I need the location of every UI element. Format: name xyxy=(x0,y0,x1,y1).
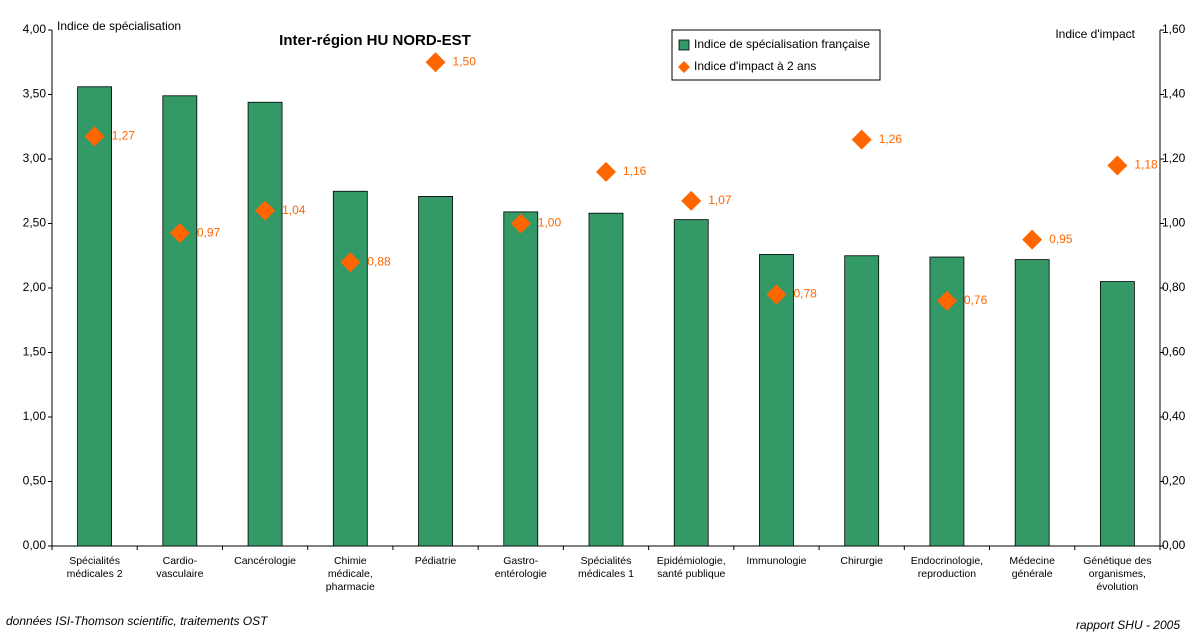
bar xyxy=(77,86,113,547)
diamond-marker xyxy=(1107,155,1128,176)
bar xyxy=(844,255,880,547)
data-label: 1,07 xyxy=(708,193,732,207)
y-tick-label: 2,00 xyxy=(23,280,47,294)
bar xyxy=(332,190,368,547)
x-tick-label: Spécialités médicales 1 xyxy=(577,555,635,580)
diamond-marker xyxy=(169,223,190,244)
data-label: 1,26 xyxy=(879,132,903,146)
diamond-marker xyxy=(596,161,616,182)
y-tick-label: 3,50 xyxy=(23,87,47,101)
diamond-marker xyxy=(425,52,446,73)
y-axis-label: Indice de spécialisation xyxy=(57,19,181,33)
y-tick-label: 3,00 xyxy=(23,151,47,165)
legend-label: Indice de spécialisation française xyxy=(694,37,870,51)
y2-tick-label: 1,60 xyxy=(1162,22,1185,36)
y2-tick-label: 0,60 xyxy=(1162,345,1185,359)
bar xyxy=(162,95,198,547)
bar xyxy=(1099,281,1135,547)
y2-tick-label: 0,80 xyxy=(1162,280,1185,294)
y2-tick-label: 0,00 xyxy=(1162,538,1185,552)
data-label: 0,76 xyxy=(964,293,988,307)
x-tick-label: Chimie médicale, pharmacie xyxy=(325,555,375,593)
bar xyxy=(418,196,453,547)
data-label: 0,95 xyxy=(1049,232,1073,246)
data-label: 1,00 xyxy=(538,216,562,230)
data-label: 1,16 xyxy=(623,164,647,178)
y2-tick-label: 1,20 xyxy=(1162,151,1185,165)
diamond-marker xyxy=(255,200,276,221)
legend-swatch xyxy=(678,61,690,73)
y-tick-label: 2,50 xyxy=(23,216,47,230)
x-tick-label: Cardio- vasculaire xyxy=(156,555,204,580)
x-tick-label: Gastro- entérologie xyxy=(494,555,547,580)
data-label: 1,50 xyxy=(453,54,477,68)
chart-title: Inter-région HU NORD-EST xyxy=(279,32,471,49)
diamond-marker xyxy=(1022,229,1043,250)
x-tick-label: Chirurgie xyxy=(840,555,883,567)
y2-axis-label: Indice d'impact xyxy=(1055,27,1135,41)
legend-label: Indice d'impact à 2 ans xyxy=(694,59,816,73)
x-tick-label: Cancérologie xyxy=(234,555,296,567)
diamond-marker xyxy=(510,213,531,234)
x-tick-label: Génétique des organismes, évolution xyxy=(1083,555,1152,593)
y2-tick-label: 0,20 xyxy=(1162,474,1185,488)
y-tick-label: 4,00 xyxy=(23,22,47,36)
y-tick-label: 1,50 xyxy=(23,345,47,359)
bar xyxy=(673,219,709,547)
y-tick-label: 0,50 xyxy=(23,474,47,488)
diamond-marker xyxy=(766,284,787,305)
x-tick-label: Epidémiologie, santé publique xyxy=(656,555,726,580)
y2-tick-label: 0,40 xyxy=(1162,409,1185,423)
y2-tick-label: 1,40 xyxy=(1162,87,1185,101)
data-label: 1,18 xyxy=(1134,158,1158,172)
source-note: données ISI-Thomson scientific, traiteme… xyxy=(6,614,269,628)
data-label: 1,04 xyxy=(282,203,306,217)
bar xyxy=(503,211,539,547)
data-label: 0,97 xyxy=(197,225,221,239)
bar xyxy=(1014,259,1050,547)
credit-note: rapport SHU - 2005 xyxy=(1076,618,1180,632)
x-tick-label: Spécialités médicales 2 xyxy=(66,555,123,580)
x-tick-label: Médecine générale xyxy=(1009,555,1055,580)
x-tick-label: Pédiatrie xyxy=(414,555,457,567)
data-label: 0,88 xyxy=(367,254,391,268)
data-label: 0,78 xyxy=(793,287,817,301)
diamond-marker xyxy=(851,129,872,150)
x-tick-label: Endocrinologie, reproduction xyxy=(910,555,984,580)
diamond-marker xyxy=(936,290,957,311)
diamond-marker xyxy=(84,126,105,147)
diamond-marker xyxy=(681,190,702,211)
bar xyxy=(247,101,283,547)
y-tick-label: 1,00 xyxy=(23,409,47,423)
diamond-marker xyxy=(340,252,361,273)
legend-swatch xyxy=(678,39,690,51)
x-tick-label: Immunologie xyxy=(746,555,807,567)
data-label: 1,27 xyxy=(112,129,136,143)
bar xyxy=(588,212,624,547)
legend-box xyxy=(671,29,881,81)
y-tick-label: 0,00 xyxy=(23,538,47,552)
y2-tick-label: 1,00 xyxy=(1162,216,1185,230)
